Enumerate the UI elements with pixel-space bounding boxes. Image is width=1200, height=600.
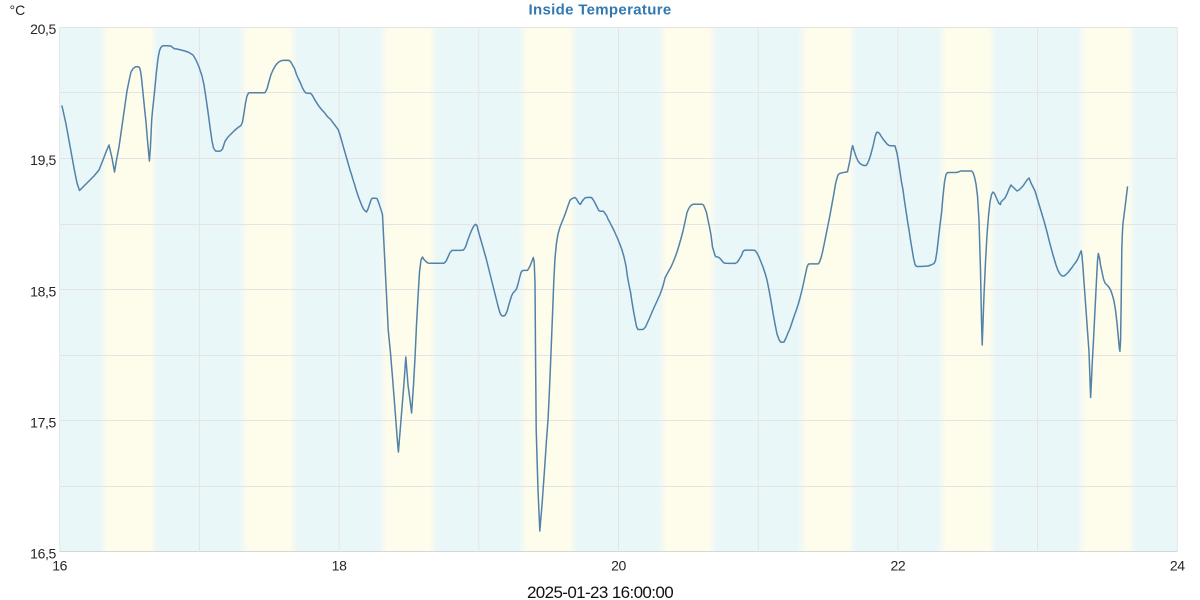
- svg-text:22: 22: [890, 557, 905, 573]
- svg-text:Inside Temperature: Inside Temperature: [528, 2, 671, 19]
- svg-text:°C: °C: [10, 2, 26, 18]
- svg-text:19,5: 19,5: [30, 152, 56, 168]
- svg-text:20,5: 20,5: [30, 21, 56, 37]
- svg-text:17,5: 17,5: [30, 414, 56, 430]
- svg-text:18: 18: [332, 557, 347, 573]
- svg-text:16,5: 16,5: [30, 546, 56, 562]
- svg-text:16: 16: [52, 557, 67, 573]
- svg-text:20: 20: [611, 557, 626, 573]
- svg-text:18,5: 18,5: [30, 283, 56, 299]
- svg-text:2025-01-23 16:00:00: 2025-01-23 16:00:00: [527, 583, 673, 600]
- svg-text:24: 24: [1170, 557, 1185, 573]
